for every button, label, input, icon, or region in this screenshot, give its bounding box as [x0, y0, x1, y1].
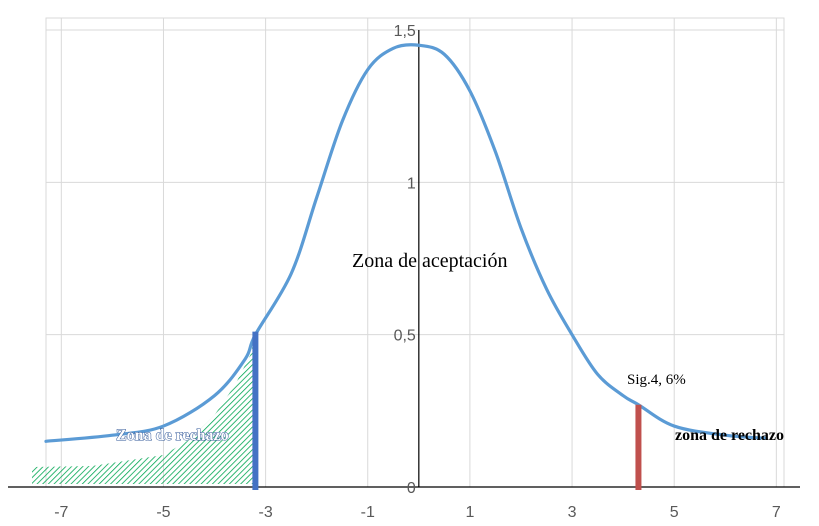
hatched-rejection-area [32, 335, 256, 484]
x-tick-label: 3 [568, 504, 577, 521]
x-tick-label: -5 [156, 504, 170, 521]
y-tick-label: 1,5 [394, 23, 416, 40]
gridlines [46, 18, 784, 487]
rejection-zone-hatch [32, 335, 256, 484]
axes [8, 30, 800, 488]
y-tick-label: 0,5 [394, 328, 416, 345]
tick-labels: -7 -5 -3 -1 1 3 5 7 0 0,5 1 1,5 [54, 23, 781, 521]
critical-lines [252, 331, 642, 490]
right-rejection-zone-label: zona de rechazo [675, 427, 784, 444]
annotations: Zona de aceptación Zona de rechazo zona … [116, 250, 785, 445]
y-tick-label: 1 [407, 175, 416, 192]
x-tick-label: 7 [772, 504, 781, 521]
significance-label: Sig.4, 6% [627, 372, 686, 388]
y-tick-label: 0 [407, 480, 416, 497]
x-tick-label: 5 [670, 504, 679, 521]
x-tick-label: 1 [465, 504, 474, 521]
x-tick-label: -1 [361, 504, 375, 521]
plot-area: -7 -5 -3 -1 1 3 5 7 0 0,5 1 1,5 Zona de aceptación … [8, 17, 800, 521]
left-rejection-zone-label: Zona de rechazo [116, 427, 229, 444]
x-tick-label: -3 [258, 504, 272, 521]
x-tick-label: -7 [54, 504, 68, 521]
density-curve [44, 43, 768, 443]
series-layer [44, 43, 768, 443]
acceptance-zone-label: Zona de aceptación [352, 250, 507, 272]
